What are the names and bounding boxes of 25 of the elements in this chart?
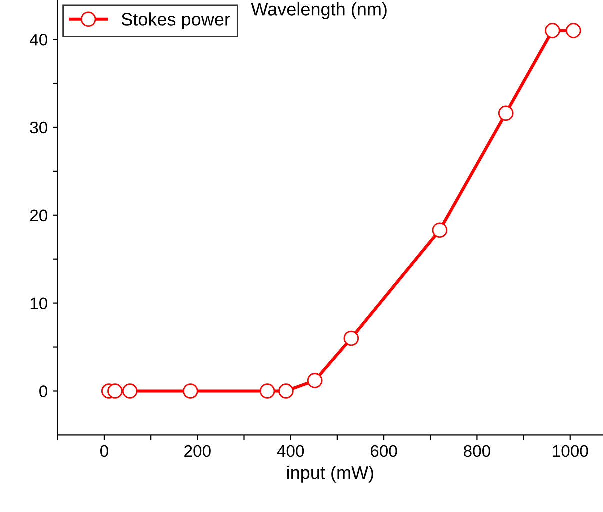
point [344, 330, 360, 346]
point [307, 373, 323, 388]
x-tick-label: 400 [277, 445, 304, 458]
y-tick-label: 0 [40, 386, 48, 398]
x-tick-label: 0 [100, 445, 108, 458]
y-tick-label: 30 [30, 122, 48, 134]
point [498, 106, 514, 122]
x-tick-label: 800 [464, 445, 490, 458]
point [260, 384, 276, 399]
annotation: Wavelength (nm) [251, 2, 387, 20]
point [183, 384, 198, 399]
point [108, 384, 123, 399]
y-tick-label: 10 [30, 298, 48, 310]
x-tick-label: 200 [184, 445, 211, 458]
point [545, 23, 560, 38]
x-axis-title: input (mW) [288, 466, 374, 483]
legend-label: Stokes power [122, 12, 230, 30]
point [566, 23, 582, 38]
point [432, 222, 448, 238]
x-tick-label: 1000 [553, 445, 588, 458]
point [122, 384, 138, 399]
y-tick-label: 20 [30, 210, 48, 222]
x-tick-label: 600 [370, 445, 398, 458]
y-tick-label: 40 [30, 34, 48, 46]
point [278, 384, 294, 399]
